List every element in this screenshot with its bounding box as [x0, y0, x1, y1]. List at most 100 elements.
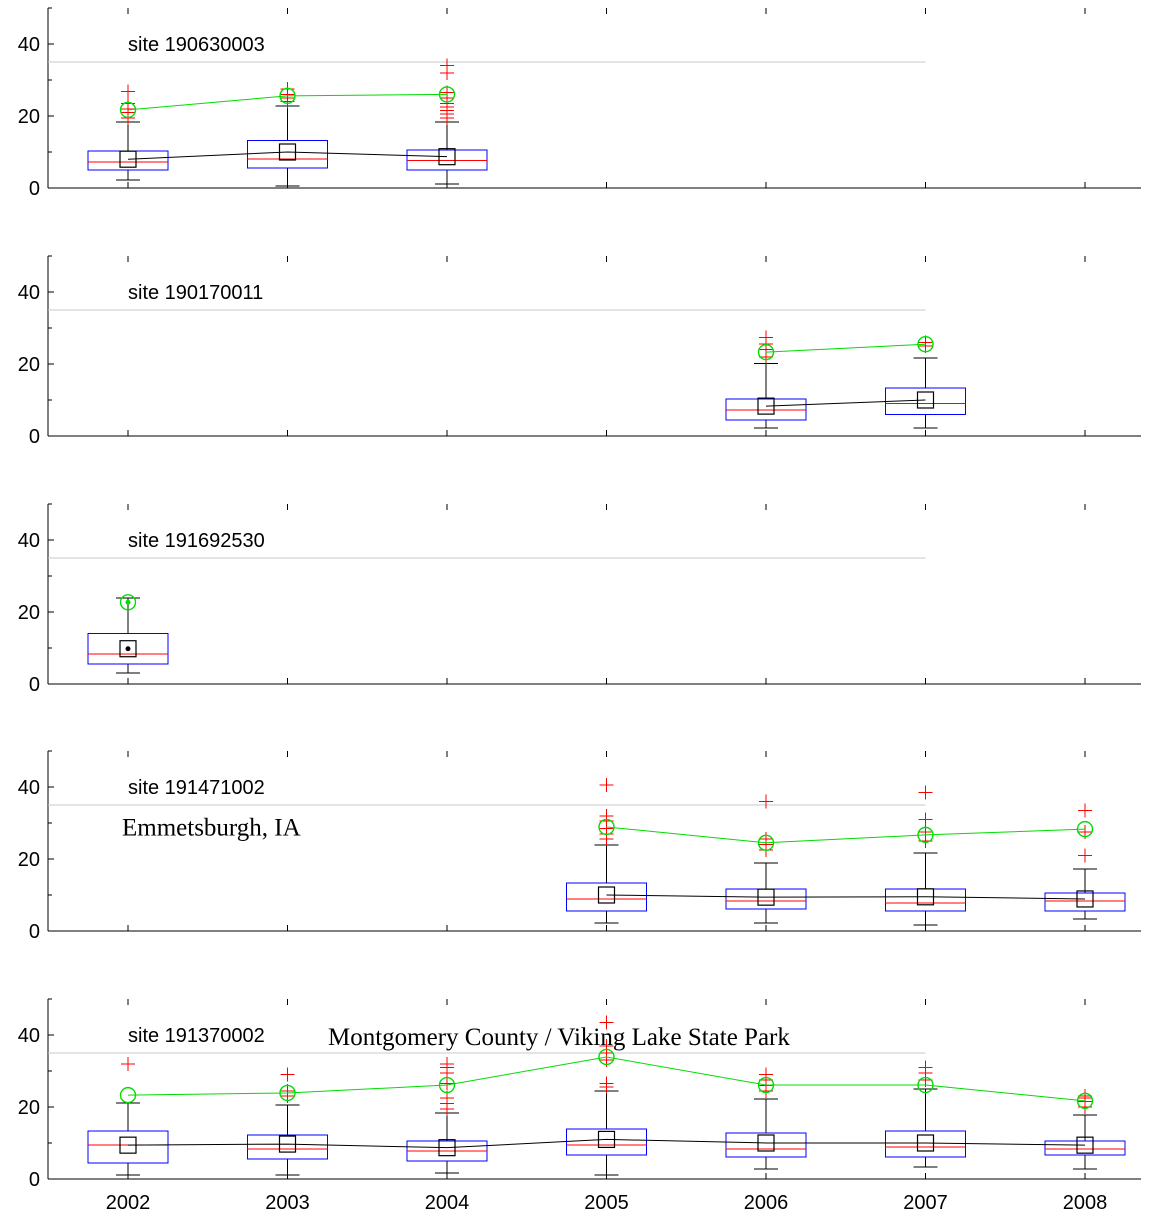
outlier-marker	[599, 1076, 614, 1091]
outlier-marker	[599, 808, 614, 823]
panel-1: 0 20 40 site 190630003	[18, 7, 1141, 200]
y-tick-label: 20	[18, 354, 40, 376]
outlier-marker	[1078, 803, 1092, 818]
box-2002	[87, 597, 169, 674]
x-tick-label: 2005	[584, 1192, 629, 1214]
mean-marker	[757, 397, 775, 415]
box-2006	[725, 330, 807, 429]
p98-line	[127, 93, 448, 111]
outlier-marker	[280, 1067, 295, 1082]
y-tick-label: 0	[29, 674, 40, 696]
p98-marker	[757, 834, 775, 851]
mean-marker	[1076, 890, 1094, 908]
y-tick-label: 40	[18, 777, 40, 799]
panel-5: 0 20 40 2002 2003 2004 2005 2006 2007 2008 site 19…	[18, 998, 1141, 1214]
outlier-marker	[121, 84, 135, 99]
box-2007	[885, 335, 966, 429]
p98-dot	[125, 599, 131, 605]
y-tick-label: 0	[29, 426, 40, 448]
mean-line	[127, 1138, 1086, 1149]
outlier-marker	[440, 1056, 454, 1071]
p98-line	[765, 343, 926, 353]
mean-marker	[438, 1139, 456, 1157]
mean-marker	[916, 391, 935, 409]
y-tick-label: 40	[18, 1025, 40, 1047]
box-iqr	[1044, 892, 1126, 912]
outlier-marker	[759, 1067, 773, 1082]
mean-line	[765, 399, 926, 407]
annotation-label: Montgomery County / Viking Lake State Pa…	[328, 1024, 790, 1051]
outlier-marker	[759, 832, 773, 847]
p98-marker	[1076, 1092, 1094, 1110]
y-tick-label: 20	[18, 602, 40, 624]
outlier-marker	[440, 58, 454, 73]
mean-marker	[916, 888, 935, 906]
site-label: site 191370002	[128, 1025, 265, 1047]
box-2006	[725, 794, 807, 924]
p98-marker	[757, 1076, 775, 1094]
box-2008	[1044, 803, 1126, 920]
outlier-marker	[1078, 848, 1092, 863]
p98-marker	[279, 87, 296, 105]
p98-marker	[438, 1076, 456, 1094]
mean-line	[127, 151, 448, 160]
panel-2: 0 20 40 site 190170011	[18, 255, 1141, 448]
mean-marker	[119, 1136, 137, 1154]
box-iqr	[566, 882, 647, 912]
x-tick-label: 2008	[1063, 1192, 1108, 1214]
outlier-marker	[121, 1056, 135, 1071]
x-tick-label: 2002	[106, 1192, 151, 1214]
box-iqr	[247, 1134, 328, 1160]
p98-marker	[119, 101, 137, 119]
box-2005	[566, 1015, 647, 1176]
outlier-marker	[599, 778, 614, 793]
site-label: site 190170011	[128, 282, 263, 304]
box-iqr	[885, 1130, 966, 1158]
y-tick-label: 20	[18, 106, 40, 128]
p98-marker	[119, 1086, 137, 1104]
panel-3: 0 20 40 site 191692530	[18, 503, 1141, 696]
box-2004	[406, 58, 488, 185]
mean-marker	[757, 888, 775, 906]
outlier-marker	[759, 330, 773, 345]
y-tick-label: 40	[18, 282, 40, 304]
box-2005	[566, 778, 647, 924]
x-tick-label: 2003	[265, 1192, 310, 1214]
p98-marker	[917, 336, 934, 353]
box-iqr	[885, 888, 966, 912]
panel-4: 0 20 40 site 191471002 Emmetsburgh, IA	[18, 750, 1141, 943]
mean-dot	[125, 646, 131, 652]
box-2002	[87, 84, 169, 181]
site-label: site 190630003	[128, 34, 265, 56]
box-2003	[247, 1067, 328, 1176]
p98-marker	[598, 1048, 615, 1066]
mean-marker	[278, 1135, 297, 1153]
outlier-marker	[440, 1091, 454, 1105]
box-iqr	[725, 888, 807, 910]
p98-marker	[279, 1084, 296, 1102]
mean-marker	[1076, 1136, 1094, 1154]
y-tick-label: 0	[29, 1169, 40, 1191]
box-2003	[247, 82, 328, 187]
mean-marker	[916, 1134, 935, 1152]
y-tick-label: 0	[29, 178, 40, 200]
p98-line	[127, 1056, 1086, 1102]
y-tick-label: 0	[29, 921, 40, 943]
box-iqr	[725, 1132, 807, 1158]
site-label: site 191471002	[128, 777, 265, 799]
x-tick-label: 2004	[425, 1192, 470, 1214]
site-label: site 191692530	[128, 530, 265, 552]
p98-marker	[598, 818, 615, 836]
outlier-marker	[599, 1015, 614, 1030]
mean-line	[606, 894, 1086, 900]
outlier-marker	[918, 785, 933, 800]
box-2002	[87, 1056, 169, 1176]
box-iqr	[566, 1128, 647, 1156]
box-2004	[406, 1056, 488, 1174]
outlier-marker	[918, 335, 933, 350]
box-2008	[1044, 1089, 1126, 1170]
annotation-label: Emmetsburgh, IA	[122, 815, 301, 842]
p98-marker	[438, 86, 456, 103]
outlier-marker	[918, 1060, 933, 1075]
